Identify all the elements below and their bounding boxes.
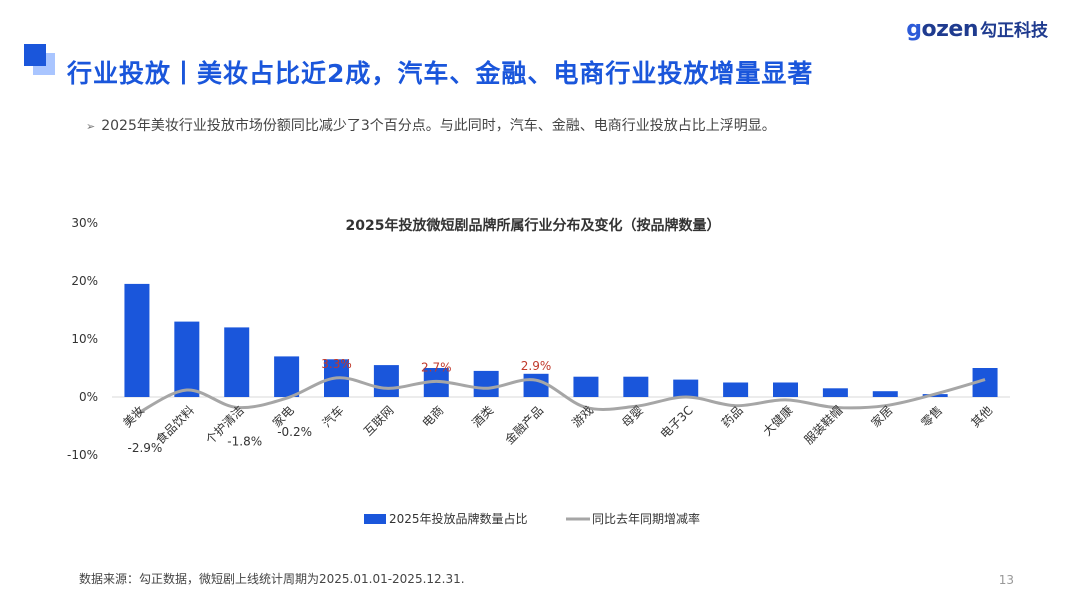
- data-label: -2.9%: [128, 441, 163, 455]
- data-label: -0.2%: [277, 425, 312, 439]
- industry-distribution-chart: 2025年投放微短剧品牌所属行业分布及变化（按品牌数量） 30% 20% 10% 0%…: [67, 216, 1010, 526]
- category-label: 其他: [968, 403, 995, 430]
- category-label: 美妆: [120, 403, 147, 430]
- data-label: 2.7%: [421, 360, 452, 374]
- data-label: -1.8%: [227, 434, 262, 448]
- logo-wordmark-g: g: [906, 17, 922, 42]
- logo-wordmark-rest: ozen: [921, 17, 978, 42]
- y-tick-label: 30%: [71, 216, 98, 230]
- y-tick-label: 20%: [71, 274, 98, 288]
- category-label: 互联网: [361, 403, 396, 438]
- legend-bar-label: 2025年投放品牌数量占比: [389, 511, 528, 526]
- bullet-arrow-icon: ➢: [86, 120, 96, 133]
- category-label: 药品: [719, 403, 746, 430]
- data-source-note: 数据来源：勾正数据，微短剧上线统计周期为2025.01.01-2025.12.3…: [79, 572, 465, 586]
- bar-10: [573, 376, 599, 397]
- data-label: 2.9%: [521, 359, 552, 373]
- title-decoration-front: [24, 44, 46, 66]
- company-logo: gozen 勾正科技: [906, 16, 1048, 42]
- y-tick-label: 0%: [79, 390, 98, 404]
- bar-3: [224, 327, 250, 397]
- category-label: 零售: [918, 403, 946, 431]
- bar-13: [723, 382, 749, 397]
- legend-line-label: 同比去年同期增减率: [592, 511, 700, 526]
- page-title: 行业投放丨美妆占比近2成，汽车、金融、电商行业投放增量显著: [67, 59, 814, 88]
- category-label: 大健康: [760, 403, 796, 439]
- bar-8: [473, 370, 499, 397]
- bar-6: [373, 365, 399, 397]
- legend-bar-swatch: [364, 514, 386, 524]
- category-label: 酒类: [469, 403, 496, 430]
- category-label: 金融产品: [502, 403, 547, 448]
- bar-16: [872, 391, 898, 397]
- summary-bullet: ➢ 2025年美妆行业投放市场份额同比减少了3个百分点。与此同时，汽车、金融、电商…: [86, 115, 776, 135]
- logo-chinese-name: 勾正科技: [980, 21, 1048, 41]
- category-label: 汽车: [319, 403, 347, 431]
- chart-title: 2025年投放微短剧品牌所属行业分布及变化（按品牌数量）: [346, 217, 721, 234]
- data-label: 3.3%: [321, 357, 352, 371]
- bar-11: [623, 376, 649, 397]
- category-label: 电商: [419, 403, 447, 431]
- bar-1: [124, 283, 150, 397]
- y-tick-label: 10%: [71, 332, 98, 346]
- category-label: 电子3C: [658, 403, 696, 441]
- bar-15: [822, 388, 848, 397]
- bar-4: [274, 356, 300, 397]
- category-label: 服装鞋帽: [801, 403, 846, 448]
- bar-12: [673, 379, 699, 397]
- bar-14: [773, 382, 798, 397]
- yoy-change-line: [136, 376, 986, 416]
- bar-9: [523, 373, 549, 397]
- summary-text: 2025年美妆行业投放市场份额同比减少了3个百分点。与此同时，汽车、金融、电商行…: [101, 118, 776, 134]
- y-tick-label: -10%: [67, 448, 98, 462]
- page-number: 13: [998, 573, 1014, 587]
- logo-wordmark: gozen: [906, 17, 978, 42]
- bar-2: [174, 321, 200, 397]
